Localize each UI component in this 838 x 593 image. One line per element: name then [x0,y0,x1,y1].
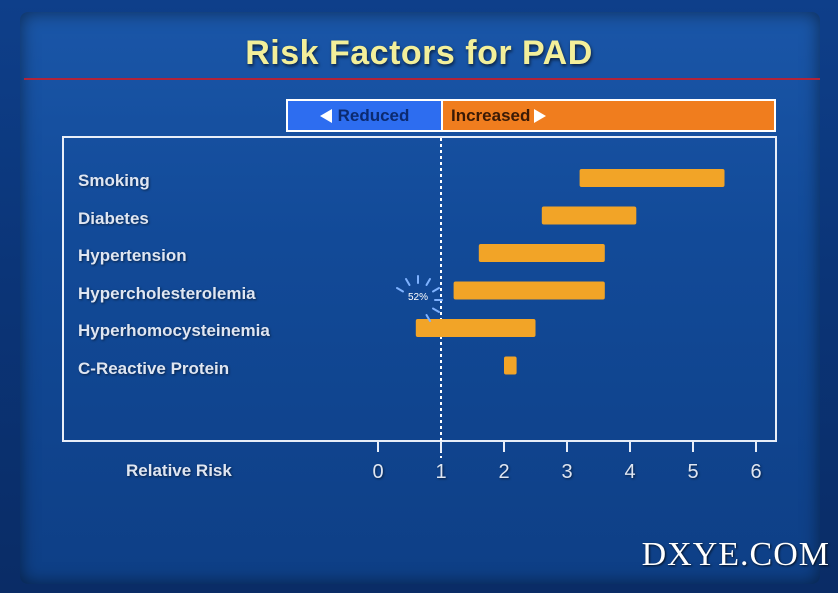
range-bar-3 [453,281,605,300]
spinner-progress-text: 52% [407,292,428,303]
category-label-2: Hypertension [78,246,187,265]
watermark: DXYE.COM [641,536,830,573]
category-label-1: Diabetes [78,208,149,228]
x-tick-label-6: 6 [750,461,762,483]
title-divider [24,78,820,80]
x-tick-label-5: 5 [687,461,699,483]
arrow-right-icon [534,108,547,123]
loading-spinner: 52% [388,270,448,330]
legend-reduced-label: Reduced [337,105,410,125]
range-bar-1 [541,206,637,225]
spinner-icon [396,275,443,322]
category-label-5: C-Reactive Protein [78,358,230,378]
range-bar-0 [579,169,725,187]
range-bar-5 [504,356,517,375]
legend-reduced: Reduced [288,101,443,130]
legend-increased-label: Increased [451,105,531,125]
plot-area [62,136,777,442]
slide-title: Risk Factors for PAD [245,34,593,72]
risk-direction-legend: Reduced Increased [286,99,776,132]
x-axis-title: Relative Risk [126,461,232,480]
range-bar-4 [415,319,536,337]
legend-increased: Increased [443,101,774,130]
x-tick-label-3: 3 [561,461,573,483]
category-label-3: Hypercholesterolemia [78,283,256,303]
x-tick-label-0: 0 [372,461,384,483]
arrow-left-icon [319,108,332,123]
x-tick-label-4: 4 [624,461,636,483]
category-label-4: Hyperhomocysteinemia [78,321,270,340]
x-tick-label-2: 2 [498,461,510,483]
category-label-0: Smoking [78,171,150,190]
range-bar-2 [478,244,605,262]
x-tick-label-1: 1 [435,461,447,483]
